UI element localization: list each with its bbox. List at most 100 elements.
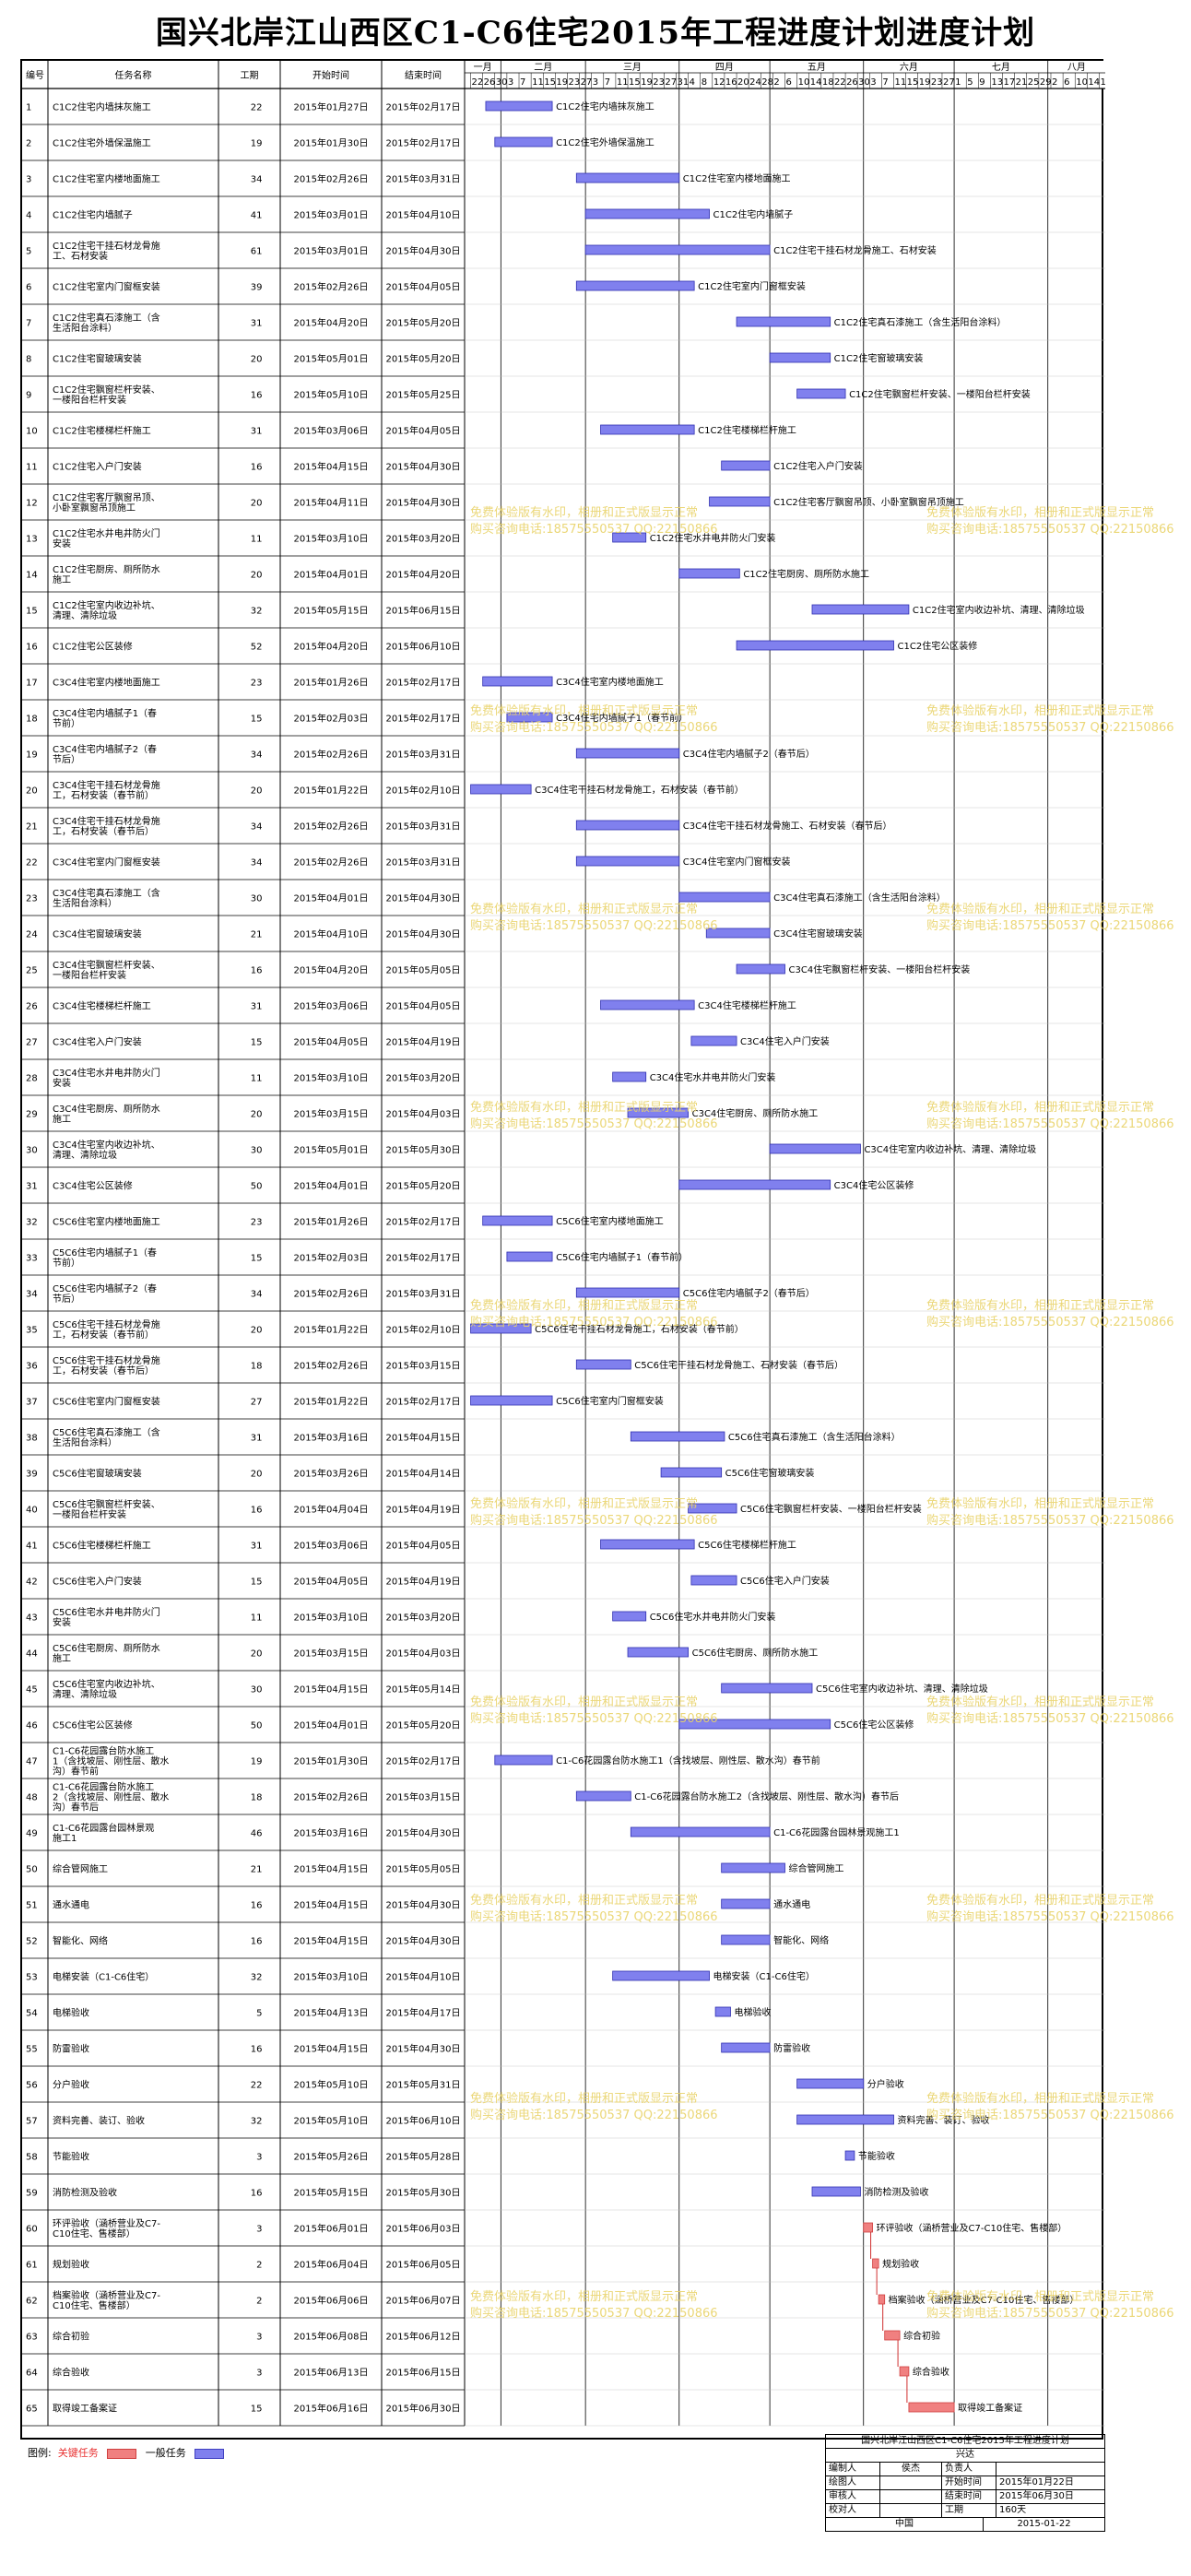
task-name: C5C6住宅室内收边补坑、 xyxy=(53,1678,160,1690)
task-bar xyxy=(690,1035,737,1046)
header-start: 开始时间 xyxy=(312,69,349,81)
task-no: 44 xyxy=(26,1649,38,1660)
task-no: 11 xyxy=(26,463,38,473)
owner xyxy=(996,2463,1104,2476)
task-name: 资料完善、装订、验收 xyxy=(53,2115,145,2127)
task-bar xyxy=(709,496,771,507)
task-start: 2015年03月10日 xyxy=(294,533,369,545)
task-bar-label: 取得竣工备案证 xyxy=(958,2402,1022,2414)
task-duration: 34 xyxy=(251,175,263,185)
task-bar xyxy=(575,280,695,291)
task-start: 2015年05月01日 xyxy=(294,1144,369,1156)
task-bar-label: C5C6住宅窗玻璃安装 xyxy=(725,1467,815,1479)
legend-label: 图例: xyxy=(28,2447,52,2459)
task-start: 2015年03月10日 xyxy=(294,1612,369,1624)
task-bar xyxy=(796,2078,865,2089)
task-bar xyxy=(872,2258,879,2269)
task-duration: 16 xyxy=(251,2045,263,2055)
task-name: C5C6住宅干挂石材龙骨施 xyxy=(53,1354,160,1366)
task-duration: 30 xyxy=(251,894,263,904)
day-tick-label: 20 xyxy=(737,77,749,88)
task-name: 生活阳台涂料） xyxy=(53,322,117,334)
task-start: 2015年04月15日 xyxy=(294,1899,369,1911)
task-no: 15 xyxy=(26,607,38,617)
task-duration: 2 xyxy=(256,2297,262,2307)
task-end: 2015年04月30日 xyxy=(386,928,461,940)
task-no: 7 xyxy=(26,319,31,329)
task-end: 2015年04月03日 xyxy=(386,1648,461,1660)
task-bar-label: C5C6住宅飘窗栏杆安装、一楼阳台栏杆安装 xyxy=(740,1503,922,1515)
legend-critical-swatch xyxy=(107,2448,137,2459)
day-tick-label: 23 xyxy=(931,77,943,88)
task-duration: 41 xyxy=(251,211,263,221)
day-tick-label: 13 xyxy=(991,77,1003,88)
task-start: 2015年04月15日 xyxy=(294,1684,369,1696)
task-bar-label: C1C2住宅厨房、厕所防水施工 xyxy=(743,568,869,580)
task-no: 4 xyxy=(26,211,31,221)
task-start: 2015年04月15日 xyxy=(294,461,369,473)
task-bar xyxy=(736,963,785,975)
task-duration: 20 xyxy=(251,1470,263,1480)
day-tick-label: 15 xyxy=(544,77,556,88)
task-name: C3C4住宅厨房、厕所防水 xyxy=(53,1103,160,1115)
task-end: 2015年04月03日 xyxy=(386,1108,461,1120)
legend-critical-label: 关键任务 xyxy=(57,2447,99,2459)
header-duration: 工期 xyxy=(241,70,259,81)
task-name: C5C6住宅真石漆施工（含 xyxy=(53,1426,160,1438)
drawn-label: 绘图人 xyxy=(826,2476,880,2489)
task-name: C3C4住宅入户门安装 xyxy=(53,1036,142,1048)
day-tick-label: 2 xyxy=(1052,77,1057,88)
day-tick-label: 15 xyxy=(629,77,641,88)
task-start: 2015年02月03日 xyxy=(294,1252,369,1264)
task-name: C5C6住宅飘窗栏杆安装、 xyxy=(53,1498,160,1510)
task-name: C1C2住宅入户门安装 xyxy=(53,461,142,473)
task-start: 2015年03月01日 xyxy=(294,245,369,257)
task-name: 施工1 xyxy=(53,1832,77,1844)
task-start: 2015年03月15日 xyxy=(294,1648,369,1660)
task-name: C5C6住宅厨房、厕所防水 xyxy=(53,1642,160,1654)
month-label: 一月 xyxy=(474,62,492,73)
task-end: 2015年03月31日 xyxy=(386,857,461,869)
task-no: 65 xyxy=(26,2405,38,2415)
task-start: 2015年01月22日 xyxy=(294,1396,369,1408)
task-end: 2015年04月19日 xyxy=(386,1576,461,1588)
task-bar-label: 资料完善、装订、验收 xyxy=(898,2114,990,2126)
task-no: 60 xyxy=(26,2225,38,2235)
day-tick-label: 4 xyxy=(690,77,695,88)
task-no: 6 xyxy=(26,283,31,293)
task-name: 综合初验 xyxy=(53,2331,89,2343)
plan-date: 2015-01-22 xyxy=(1017,2519,1071,2529)
task-end: 2015年04月19日 xyxy=(386,1504,461,1516)
task-duration: 11 xyxy=(251,1613,263,1624)
task-bar-label: 通水通电 xyxy=(773,1898,810,1910)
task-duration: 21 xyxy=(251,1865,263,1875)
day-tick-label: 10 xyxy=(798,77,810,88)
task-duration: 32 xyxy=(251,1973,263,1983)
task-end: 2015年03月31日 xyxy=(386,821,461,833)
task-name: 2（含找坡层、刚性层、散水 xyxy=(53,1791,169,1803)
task-start: 2015年01月26日 xyxy=(294,1216,369,1228)
task-name: 1（含找坡层、刚性层、散水 xyxy=(53,1755,169,1767)
task-name: 安装 xyxy=(53,1616,71,1628)
task-bar-label: C5C6住宅干挂石材龙骨施工、石材安装（春节后） xyxy=(634,1359,843,1371)
day-tick-label: 22 xyxy=(472,77,484,88)
task-start: 2015年01月22日 xyxy=(294,785,369,797)
task-duration: 15 xyxy=(251,1578,263,1588)
day-tick-label: 19 xyxy=(641,77,653,88)
task-bar xyxy=(575,820,680,831)
task-duration: 52 xyxy=(251,643,263,653)
info-title: 国兴北岸江山西区C1-C6住宅2015年工程进度计划 xyxy=(861,2436,1069,2446)
task-bar xyxy=(612,1071,647,1082)
task-name: 档案验收（涵桥营业及C7- xyxy=(53,2289,160,2301)
task-name: C1C2住宅厨房、厕所防水 xyxy=(53,563,160,575)
task-no: 47 xyxy=(26,1757,38,1767)
task-no: 30 xyxy=(26,1146,38,1156)
task-name: 节后） xyxy=(53,754,80,765)
task-duration: 50 xyxy=(251,1721,263,1731)
task-no: 22 xyxy=(26,858,38,869)
task-name: 工，石材安装（春节前） xyxy=(53,789,154,801)
task-name: C3C4住宅内墙腻子2（春 xyxy=(53,743,157,755)
task-name: 施工 xyxy=(53,1113,71,1125)
task-start: 2015年03月10日 xyxy=(294,1971,369,1983)
task-name: 工，石材安装（春节后） xyxy=(53,1365,154,1377)
